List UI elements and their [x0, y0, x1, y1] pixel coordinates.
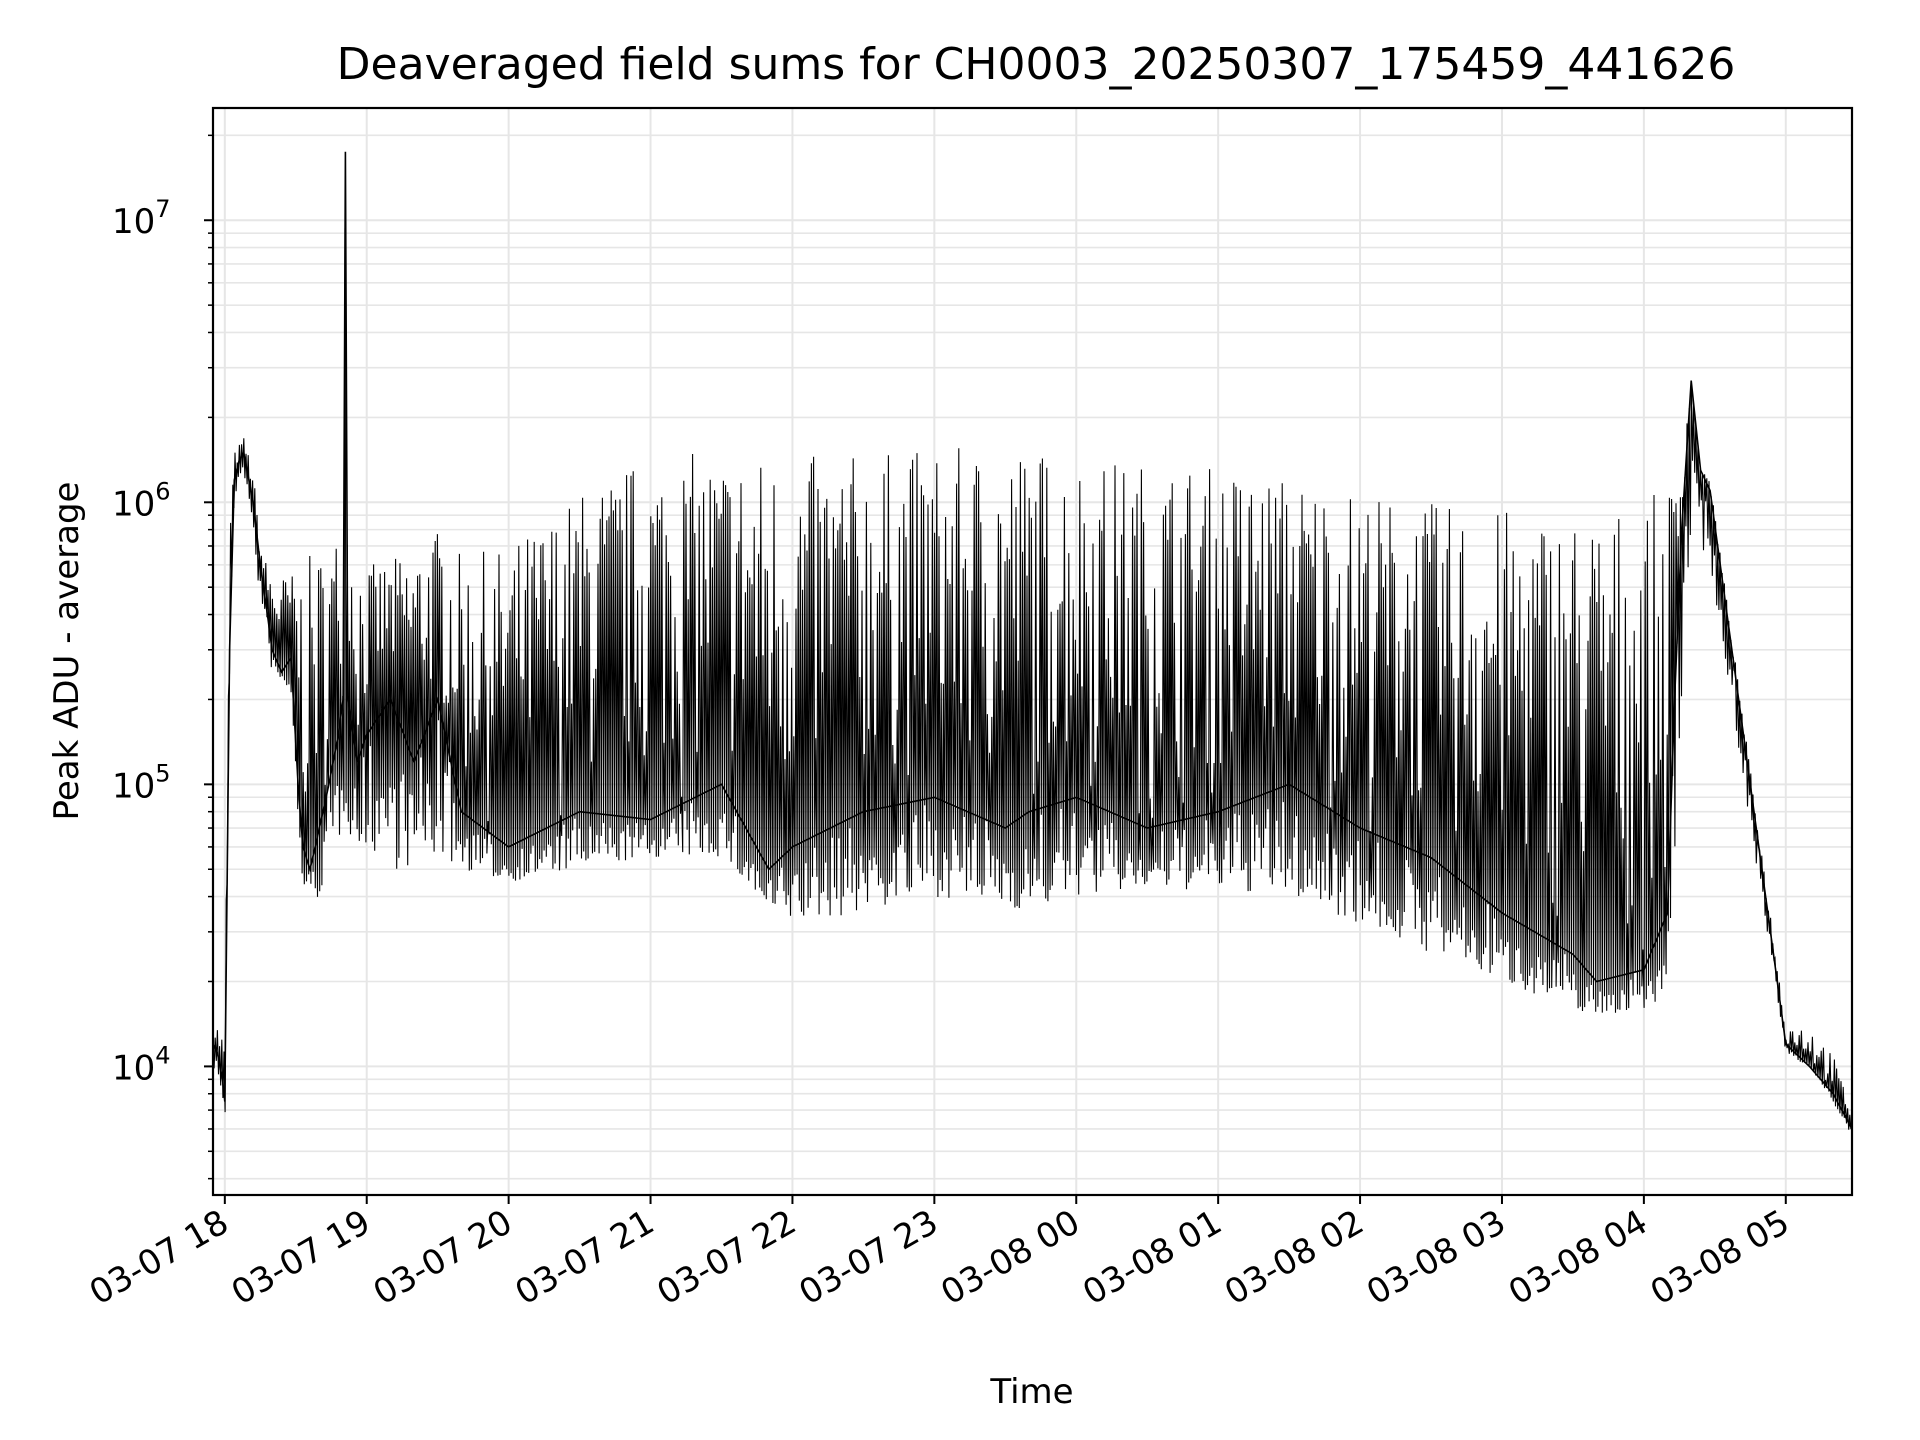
plot-frame: [211, 106, 1854, 1197]
chart-title: Deaveraged field sums for CH0003_2025030…: [337, 39, 1736, 90]
series-line: [212, 151, 1853, 1130]
plot-area: [211, 106, 1854, 1197]
x-axis-label: Time: [989, 1372, 1073, 1412]
series-band: [212, 228, 1853, 1130]
y-tick-label: 107: [112, 195, 171, 242]
y-tick-label: 105: [112, 759, 171, 806]
y-axis-label: Peak ADU - average: [47, 482, 87, 821]
series-envelope-trace: [212, 228, 1853, 1130]
y-axis: 104 105 106 107: [112, 134, 213, 1180]
y-tick-label: 106: [112, 477, 171, 524]
y-tick-label: 104: [112, 1041, 171, 1088]
